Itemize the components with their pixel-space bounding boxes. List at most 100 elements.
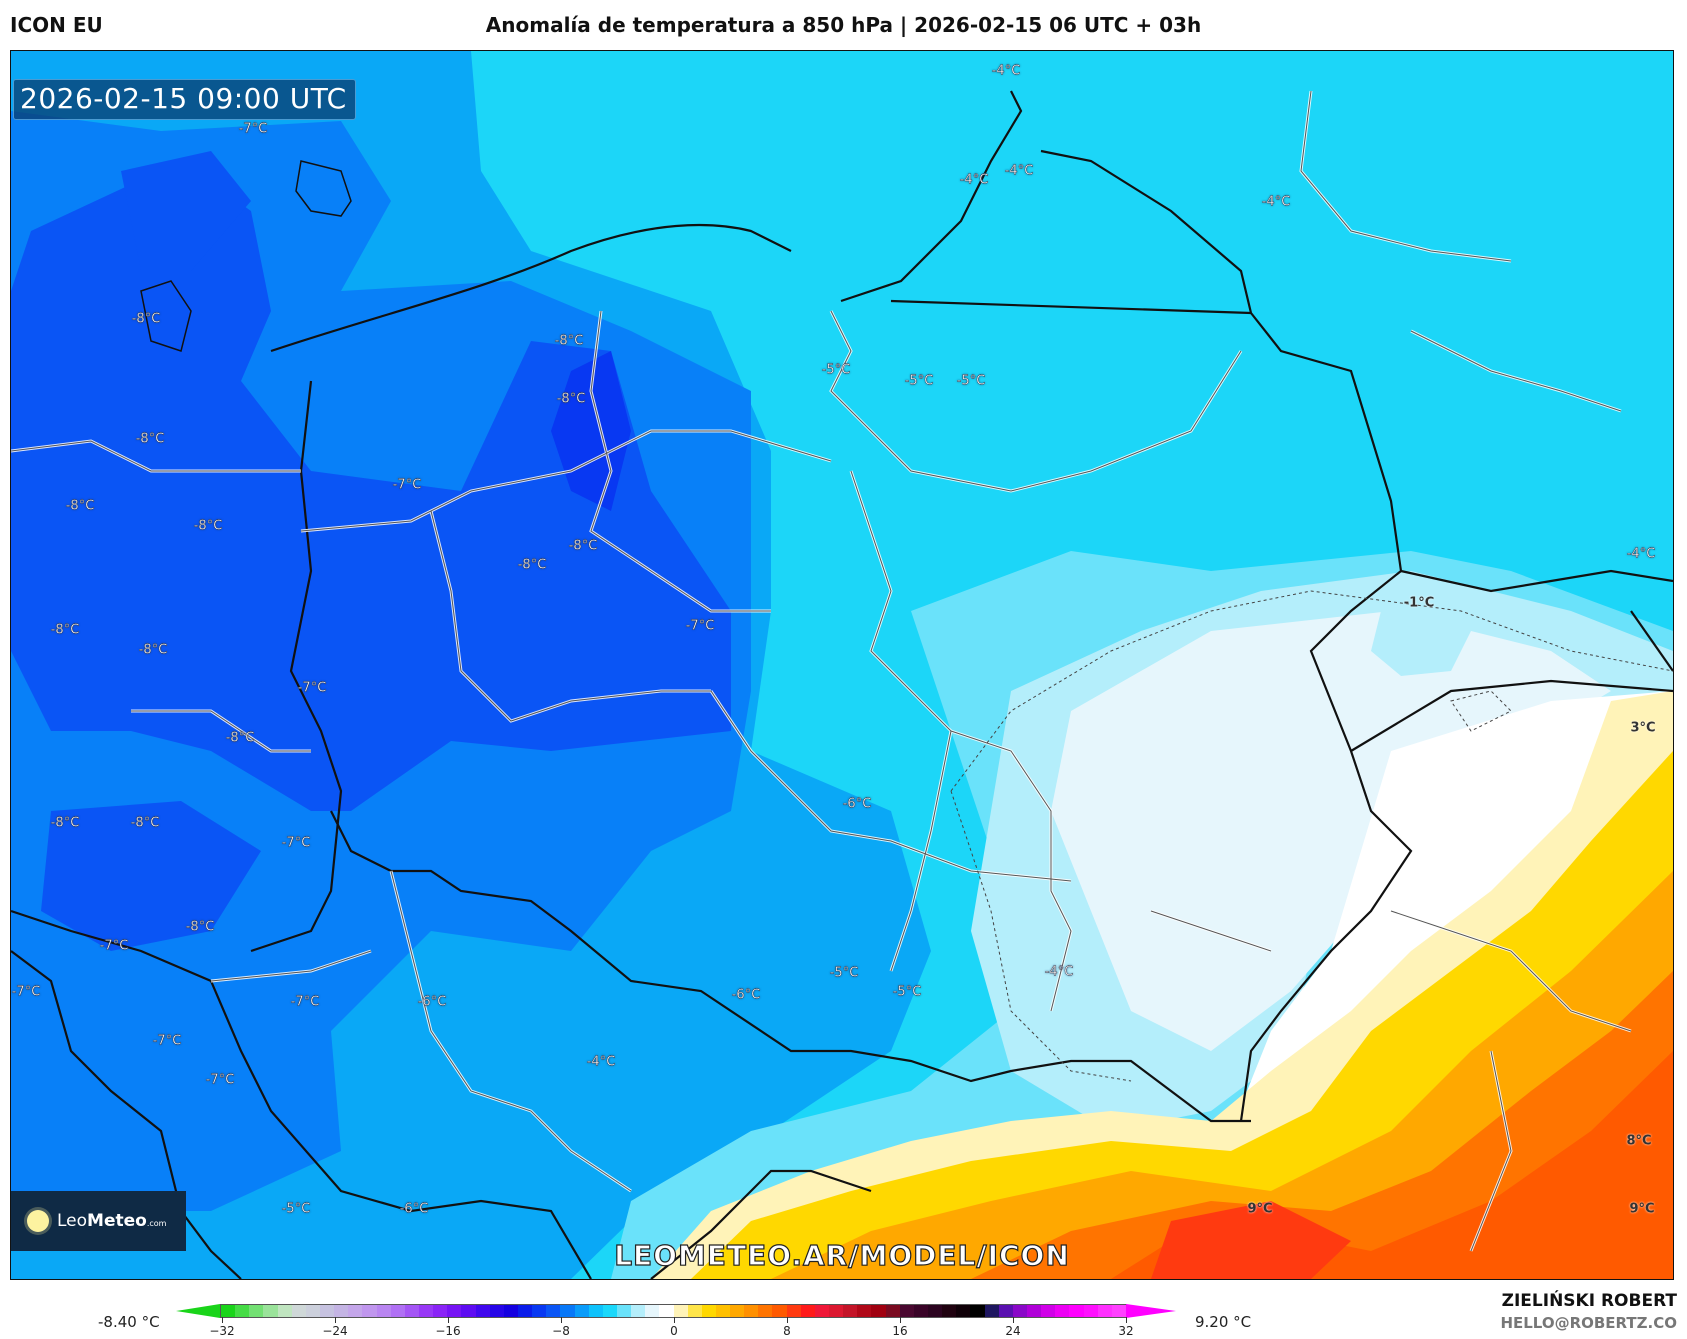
colorbar-swatch (517, 1305, 533, 1317)
colorbar-tick-label: −24 (322, 1324, 348, 1338)
sun-icon (27, 1210, 49, 1232)
temperature-label: -8°C (554, 333, 584, 349)
temperature-label: -5°C (281, 1201, 311, 1217)
colorbar-tick-label: 16 (892, 1324, 908, 1338)
temperature-label: -7°C (290, 994, 320, 1010)
map-field (11, 51, 1673, 1279)
colorbar-swatch (1027, 1305, 1042, 1317)
temperature-label: -7°C (205, 1072, 235, 1088)
colorbar-swatch (1097, 1305, 1112, 1317)
chart-title: Anomalía de temperatura a 850 hPa | 2026… (485, 13, 1202, 37)
colorbar-swatch (857, 1305, 872, 1317)
colorbar-swatch (235, 1305, 250, 1317)
colorbar-swatch (334, 1305, 349, 1317)
temperature-label: -7°C (297, 680, 327, 696)
colorbar-tick (787, 1317, 788, 1323)
colorbar-right-arrow (1126, 1304, 1176, 1318)
colorbar-swatch (433, 1305, 448, 1317)
colorbar-swatch (829, 1305, 844, 1317)
temperature-label: -8°C (131, 311, 161, 327)
temperature-label: -7°C (392, 477, 422, 493)
temperature-label: -7°C (152, 1033, 182, 1049)
colorbar-swatch (843, 1305, 858, 1317)
temperature-label: 9°C (1629, 1201, 1655, 1217)
colorbar-swatch (503, 1305, 518, 1317)
colorbar-swatch (319, 1305, 335, 1317)
colorbar-min-label: -8.40 °C (98, 1313, 160, 1331)
colorbar-swatch (984, 1305, 999, 1317)
author-email[interactable]: HELLO@ROBERTZ.CO (1500, 1314, 1677, 1332)
temperature-label: -5°C (956, 373, 986, 389)
colorbar-swatch (1069, 1305, 1084, 1317)
temperature-label: -8°C (65, 498, 95, 514)
author-name: ZIELIŃSKI ROBERT (1501, 1291, 1677, 1311)
colorbar-swatch (616, 1305, 632, 1317)
colorbar-tick (222, 1317, 223, 1323)
source-watermark: LEOMETEO.AR/MODEL/ICON (614, 1238, 1070, 1272)
colorbar-swatch (913, 1305, 929, 1317)
colorbar-swatch (772, 1305, 787, 1317)
temperature-label: -8°C (517, 557, 547, 573)
colorbar-swatch (1083, 1305, 1098, 1317)
temperature-label: -5°C (829, 965, 859, 981)
temperature-label: -8°C (568, 538, 598, 554)
colorbar-swatch (291, 1305, 306, 1317)
colorbar-tick-label: −16 (435, 1324, 461, 1338)
colorbar-swatch (786, 1305, 801, 1317)
colorbar-swatch (362, 1305, 377, 1317)
colorbar-swatch (390, 1305, 405, 1317)
colorbar-swatch (588, 1305, 603, 1317)
colorbar-swatch (1041, 1305, 1056, 1317)
colorbar-swatch (574, 1305, 589, 1317)
colorbar-swatch (928, 1305, 943, 1317)
colorbar-swatch (673, 1305, 688, 1317)
colorbar-max-label: 9.20 °C (1195, 1313, 1252, 1331)
colorbar-tick (448, 1317, 449, 1323)
colorbar-tick-label: 32 (1118, 1324, 1134, 1338)
colorbar-swatch (956, 1305, 971, 1317)
colorbar-swatch (871, 1305, 886, 1317)
temperature-label: -7°C (238, 121, 268, 137)
colorbar-swatch (475, 1305, 490, 1317)
colorbar-swatch (404, 1305, 419, 1317)
colorbar-swatch (758, 1305, 773, 1317)
colorbar-swatch (447, 1305, 462, 1317)
colorbar-tick-label: 8 (783, 1324, 791, 1338)
temperature-label: -4°C (1261, 194, 1291, 210)
colorbar-swatch (560, 1305, 575, 1317)
colorbar-swatch (1055, 1305, 1070, 1317)
temperature-label: -8°C (130, 815, 160, 831)
temperature-label: 3°C (1630, 720, 1656, 736)
colorbar-swatch (418, 1305, 434, 1317)
temperature-label: -1°C (1403, 595, 1435, 611)
temperature-label: -7°C (99, 938, 129, 954)
temperature-label: -5°C (904, 373, 934, 389)
leometeo-logo[interactable]: LeoMeteo.com (11, 1191, 186, 1251)
colorbar-tick (900, 1317, 901, 1323)
temperature-label: -8°C (138, 642, 168, 658)
colorbar-swatch (899, 1305, 914, 1317)
temperature-label: -6°C (417, 994, 447, 1010)
colorbar-swatch (800, 1305, 815, 1317)
colorbar-tick-label: 0 (670, 1324, 678, 1338)
temperature-label: -5°C (821, 362, 851, 378)
colorbar-swatch (631, 1305, 646, 1317)
temperature-label: -6°C (731, 987, 761, 1003)
temperature-label: -4°C (1044, 964, 1074, 980)
colorbar-tick (561, 1317, 562, 1323)
temperature-label: -8°C (225, 730, 255, 746)
valid-time-label: 2026-02-15 09:00 UTC (13, 79, 356, 120)
colorbar-tick-label: 24 (1005, 1324, 1021, 1338)
colorbar-swatch (1111, 1305, 1126, 1317)
logo-text: LeoMeteo.com (57, 1211, 167, 1231)
colorbar-swatch (998, 1305, 1013, 1317)
colorbar-swatch (489, 1305, 504, 1317)
colorbar-swatch (532, 1305, 547, 1317)
temperature-label: -8°C (135, 431, 165, 447)
colorbar-tick-label: −8 (552, 1324, 570, 1338)
colorbar-swatch (249, 1305, 264, 1317)
colorbar-swatch (221, 1305, 236, 1317)
colorbar-swatch (942, 1305, 957, 1317)
colorbar-tick (335, 1317, 336, 1323)
colorbar-swatch (263, 1305, 278, 1317)
